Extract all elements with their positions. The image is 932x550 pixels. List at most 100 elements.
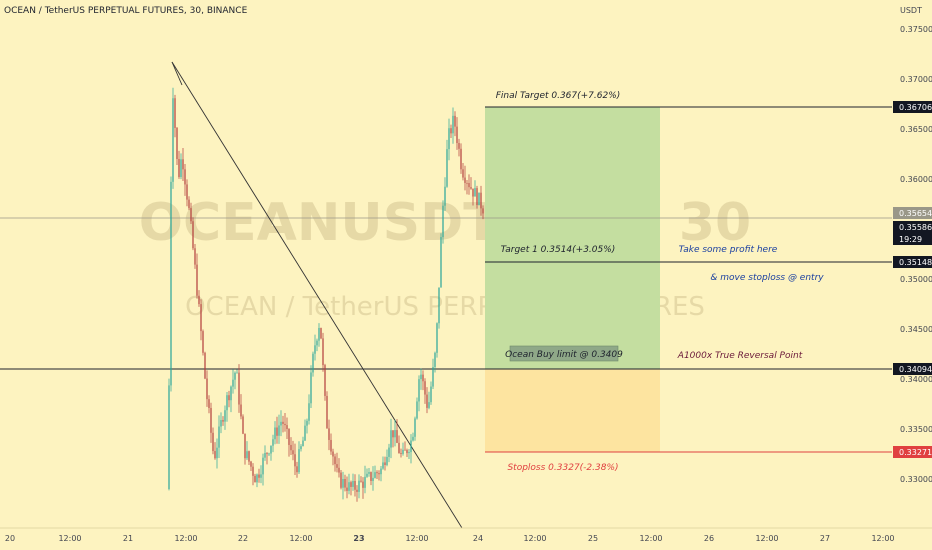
candle-body bbox=[478, 192, 480, 206]
symbol-title: OCEAN / TetherUS PERPETUAL FUTURES, 30, … bbox=[4, 6, 248, 16]
candle-body bbox=[356, 489, 358, 492]
price-axis[interactable]: 0.375000.370000.365000.360000.355000.350… bbox=[900, 25, 932, 484]
time-tick-label: 12:00 bbox=[871, 534, 894, 543]
time-axis[interactable]: 20 12:00 21 12:00 22 12:00 23 12:00 24 12:00 25 12:… bbox=[5, 534, 895, 543]
candle-body bbox=[362, 481, 364, 488]
candle-body bbox=[382, 462, 384, 469]
candle-body bbox=[372, 477, 374, 481]
candle-body bbox=[308, 403, 310, 421]
candle-body bbox=[440, 237, 442, 288]
candle-body bbox=[180, 159, 182, 177]
price-tag-label: 0.33271 bbox=[899, 448, 932, 457]
candle-body bbox=[466, 182, 468, 184]
candle-body bbox=[432, 367, 434, 387]
candle-body bbox=[358, 480, 360, 492]
candle-body bbox=[196, 264, 198, 296]
candle-body bbox=[332, 451, 334, 457]
candle-body bbox=[458, 143, 460, 149]
candle-body bbox=[260, 474, 262, 478]
candle-body bbox=[328, 428, 330, 440]
candle-body bbox=[312, 353, 314, 373]
candle-body bbox=[238, 372, 240, 405]
currency-unit: USDT bbox=[900, 6, 922, 15]
candle-body bbox=[190, 208, 192, 222]
candle-body bbox=[198, 295, 200, 305]
time-tick-label: 27 bbox=[820, 534, 830, 543]
candle-body bbox=[304, 425, 306, 441]
candle-body bbox=[400, 453, 402, 454]
trend-line-up[interactable] bbox=[171, 61, 183, 86]
price-tag-bg bbox=[893, 221, 932, 233]
candle-body bbox=[376, 472, 378, 474]
candle-body bbox=[482, 208, 484, 214]
candle-body bbox=[324, 365, 326, 396]
candle-body bbox=[282, 421, 284, 424]
candle-body bbox=[326, 395, 328, 429]
candle-body bbox=[306, 420, 308, 426]
time-tick-label: 23 bbox=[353, 534, 364, 543]
candle-body bbox=[456, 126, 458, 144]
candle-body bbox=[212, 432, 214, 452]
price-tag-label: 19:29 bbox=[899, 235, 922, 244]
time-tick-label: 12:00 bbox=[523, 534, 546, 543]
price-tick-label: 0.37500 bbox=[900, 25, 932, 34]
candle-body bbox=[408, 452, 410, 454]
candle-body bbox=[442, 205, 444, 238]
candle-body bbox=[302, 440, 304, 447]
candle-body bbox=[294, 454, 296, 467]
candle-body bbox=[208, 399, 210, 408]
stoploss-zone bbox=[485, 369, 660, 452]
candle-body bbox=[206, 378, 208, 400]
price-tick-label: 0.35000 bbox=[900, 275, 932, 284]
candle-body bbox=[222, 420, 224, 422]
stoploss-label: Stoploss 0.3327(-2.38%) bbox=[507, 463, 618, 473]
candle-body bbox=[394, 430, 396, 438]
time-tick-label: 12:00 bbox=[174, 534, 197, 543]
candle-body bbox=[174, 98, 176, 128]
candle-body bbox=[384, 462, 386, 465]
candle-body bbox=[334, 456, 336, 465]
candle-body bbox=[252, 466, 254, 476]
take-profit-note: Take some profit here bbox=[679, 245, 778, 255]
time-tick-label: 21 bbox=[123, 534, 133, 543]
candle-body bbox=[386, 456, 388, 465]
time-tick-label: 25 bbox=[588, 534, 598, 543]
candle-body bbox=[350, 482, 352, 487]
candle-body bbox=[452, 115, 454, 134]
candle-body bbox=[354, 480, 356, 490]
candle-body bbox=[244, 433, 246, 459]
candle-body bbox=[352, 480, 354, 487]
candle-body bbox=[310, 372, 312, 404]
candle-body bbox=[214, 451, 216, 459]
candle-body bbox=[460, 148, 462, 170]
price-tick-label: 0.33000 bbox=[900, 475, 932, 484]
candle-body bbox=[218, 426, 220, 448]
candle-body bbox=[464, 177, 466, 183]
candle-body bbox=[378, 473, 380, 475]
trend-line-down[interactable] bbox=[171, 61, 463, 529]
candle-body bbox=[346, 487, 348, 491]
candle-body bbox=[228, 395, 230, 401]
candle-body bbox=[284, 423, 286, 426]
candle-body bbox=[472, 188, 474, 197]
price-tag-bg bbox=[893, 446, 932, 458]
price-tag-label: 0.35148 bbox=[899, 258, 932, 267]
time-tick-label: 12:00 bbox=[58, 534, 81, 543]
candle-body bbox=[414, 418, 416, 437]
time-tick-label: 12:00 bbox=[639, 534, 662, 543]
candle-body bbox=[248, 451, 250, 462]
candle-body bbox=[412, 436, 414, 441]
candle-body bbox=[200, 304, 202, 332]
buy-limit-label-bg bbox=[509, 345, 619, 362]
candle-body bbox=[420, 374, 422, 380]
candle-body bbox=[270, 445, 272, 454]
candle-body bbox=[280, 421, 282, 426]
price-tick-label: 0.33500 bbox=[900, 425, 932, 434]
time-tick-label: 22 bbox=[238, 534, 248, 543]
candle-body bbox=[434, 352, 436, 368]
candle-body bbox=[418, 379, 420, 402]
candle-body bbox=[344, 478, 346, 488]
candle-body bbox=[226, 395, 228, 411]
candle-body bbox=[296, 466, 298, 473]
